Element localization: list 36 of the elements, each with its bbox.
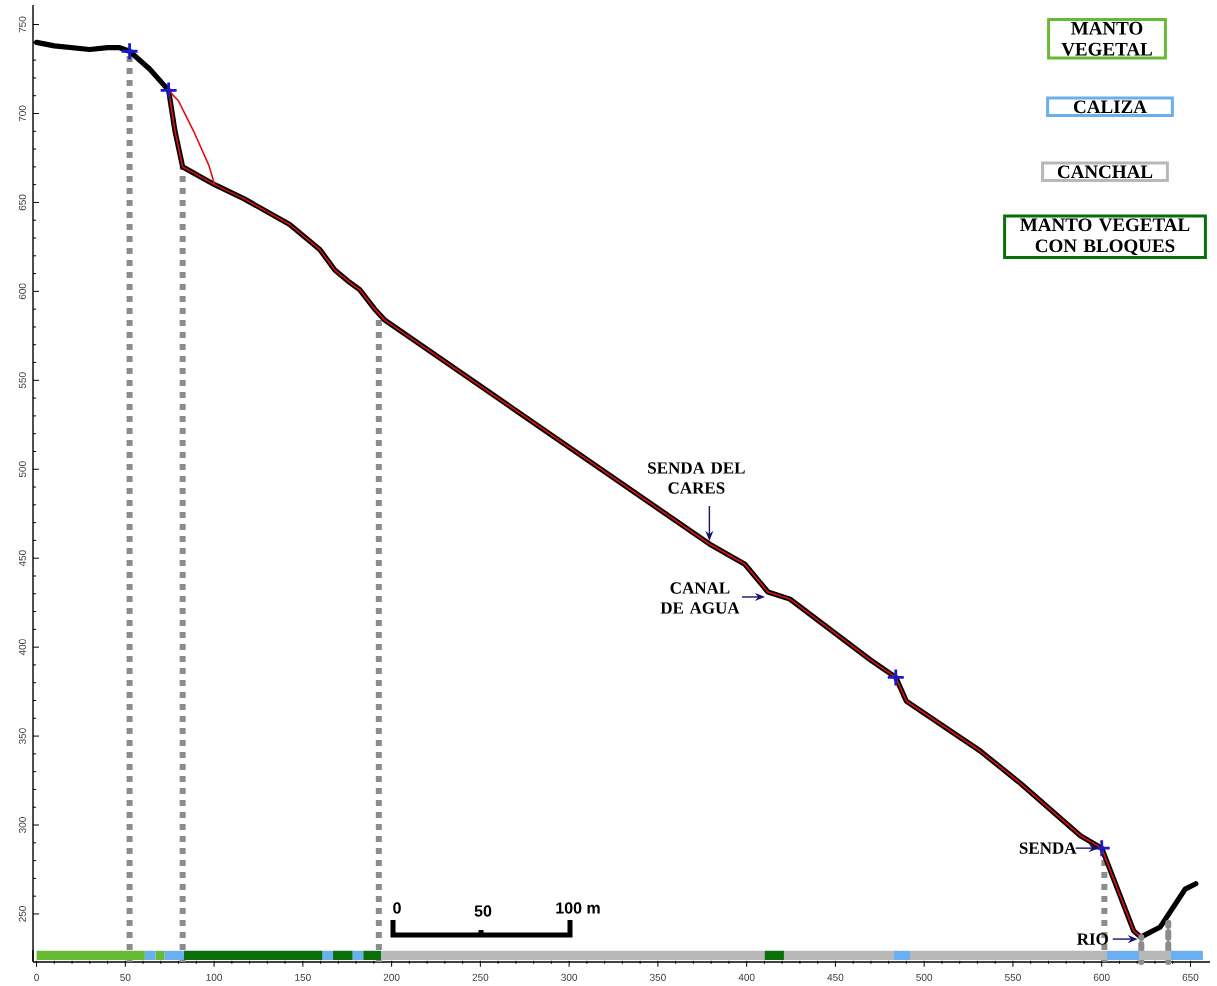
y-tick-label: 550 [18,372,26,389]
annotation: 100 m [556,902,600,914]
x-tick-label: 250 [472,973,489,981]
text: MANTO VEGETAL CON BLOQUES [1020,218,1190,256]
x-tick-label: 200 [383,973,400,981]
x-tick-label: 100 [206,973,223,981]
text: CALIZA [1073,100,1147,114]
y-tick-label: 650 [18,194,26,211]
y-tick-label: 750 [18,16,26,33]
y-tick-label: 700 [18,105,26,122]
y-tick-label: 300 [18,817,26,833]
annotation: RIO [1076,933,1108,945]
annotation: SENDA [1019,842,1077,854]
y-tick-label: 450 [18,550,26,567]
x-tick-label: 350 [649,973,666,981]
x-tick-label: 50 [120,973,131,981]
x-tick-label: 550 [1005,973,1021,981]
x-tick-label: 650 [1182,973,1199,981]
x-tick-label: 0 [34,973,39,981]
x-tick-label: 300 [561,973,578,981]
y-tick-label: 500 [18,461,26,478]
y-tick-label: 250 [18,906,26,922]
x-tick-label: 150 [295,973,311,981]
y-tick-label: 600 [18,283,26,300]
x-tick-label: 450 [827,973,844,981]
annotation: 50 [474,905,492,917]
annotation: CANAL DE AGUA [660,582,740,614]
x-tick-label: 500 [916,973,933,981]
text: CANCHAL [1057,165,1153,179]
text: MANTO VEGETAL [1061,21,1152,56]
y-tick-label: 350 [18,728,26,745]
annotation: SENDA DEL CARES [648,462,745,494]
x-tick-label: 400 [738,973,755,981]
y-tick-label: 400 [18,639,26,656]
annotation: 0 [393,902,401,914]
x-tick-label: 600 [1093,973,1110,981]
